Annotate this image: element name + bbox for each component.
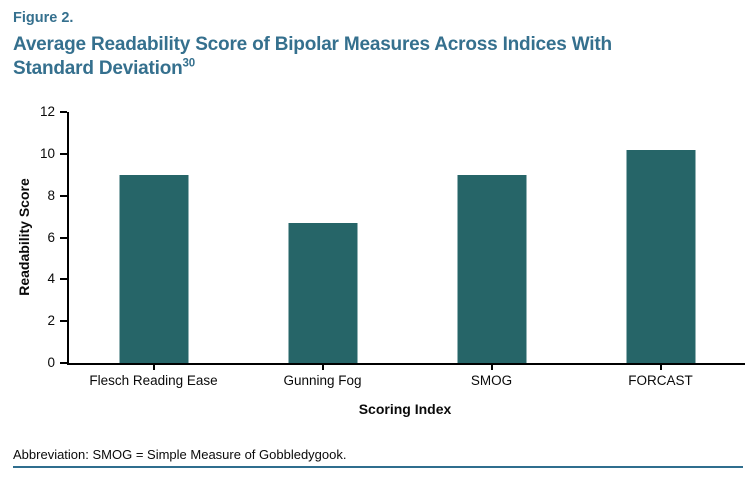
bottom-rule-divider (13, 466, 743, 468)
bars-row: Flesch Reading Ease Gunning Fog SMOG FORCAS… (69, 112, 745, 388)
x-tick-label-flesch-reading-ease: Flesch Reading Ease (89, 373, 218, 388)
bar-gunning-fog (288, 222, 357, 363)
y-tick-label: 12 (39, 104, 55, 119)
bar-slot-gunning-fog: Gunning Fog (238, 112, 407, 388)
x-tick-label-forcast: FORCAST (628, 373, 693, 388)
chart-title: Average Readability Score of Bipolar Mea… (13, 33, 725, 81)
y-tick-mark (60, 320, 67, 323)
y-tick-label: 4 (47, 271, 55, 287)
y-tick-label: 2 (47, 313, 55, 329)
x-tick-label-smog: SMOG (470, 373, 513, 388)
footnote: Abbreviation: SMOG = Simple Measure of G… (13, 447, 347, 462)
x-tick-mark (659, 365, 662, 370)
y-tick-mark (60, 362, 67, 364)
x-tick-mark (490, 365, 493, 370)
y-tick-mark (60, 194, 67, 197)
bar-slot-forcast: FORCAST (576, 112, 745, 388)
chart-title-line2: Standard Deviation30 (13, 57, 725, 81)
y-tick-mark (60, 111, 67, 113)
x-axis-label: Scoring Index (358, 401, 452, 417)
y-tick-label: 8 (47, 187, 55, 203)
bar-slot-flesch-reading-ease: Flesch Reading Ease (69, 112, 238, 388)
y-tick-label: 10 (39, 145, 55, 161)
x-tick-mark (321, 365, 324, 370)
bar-forcast (626, 149, 695, 363)
chart-title-line2-text: Standard Deviation (13, 58, 183, 79)
bar-flesch-reading-ease (119, 174, 188, 363)
chart-title-line1: Average Readability Score of Bipolar Mea… (13, 34, 612, 55)
x-tick-label-gunning-fog: Gunning Fog (283, 373, 362, 388)
y-tick-mark (60, 278, 67, 281)
title-superscript: 30 (182, 57, 196, 70)
y-tick-label: 6 (47, 229, 55, 245)
x-tick-mark (152, 365, 155, 370)
y-tick-mark (60, 152, 67, 155)
bar-smog (457, 174, 526, 363)
y-tick-mark (60, 236, 67, 239)
y-tick-label: 0 (47, 355, 55, 370)
bar-slot-smog: SMOG (407, 112, 576, 388)
figure-label: Figure 2. (13, 10, 74, 26)
plot-area: Flesch Reading Ease Gunning Fog SMOG FORCAS… (40, 104, 745, 388)
